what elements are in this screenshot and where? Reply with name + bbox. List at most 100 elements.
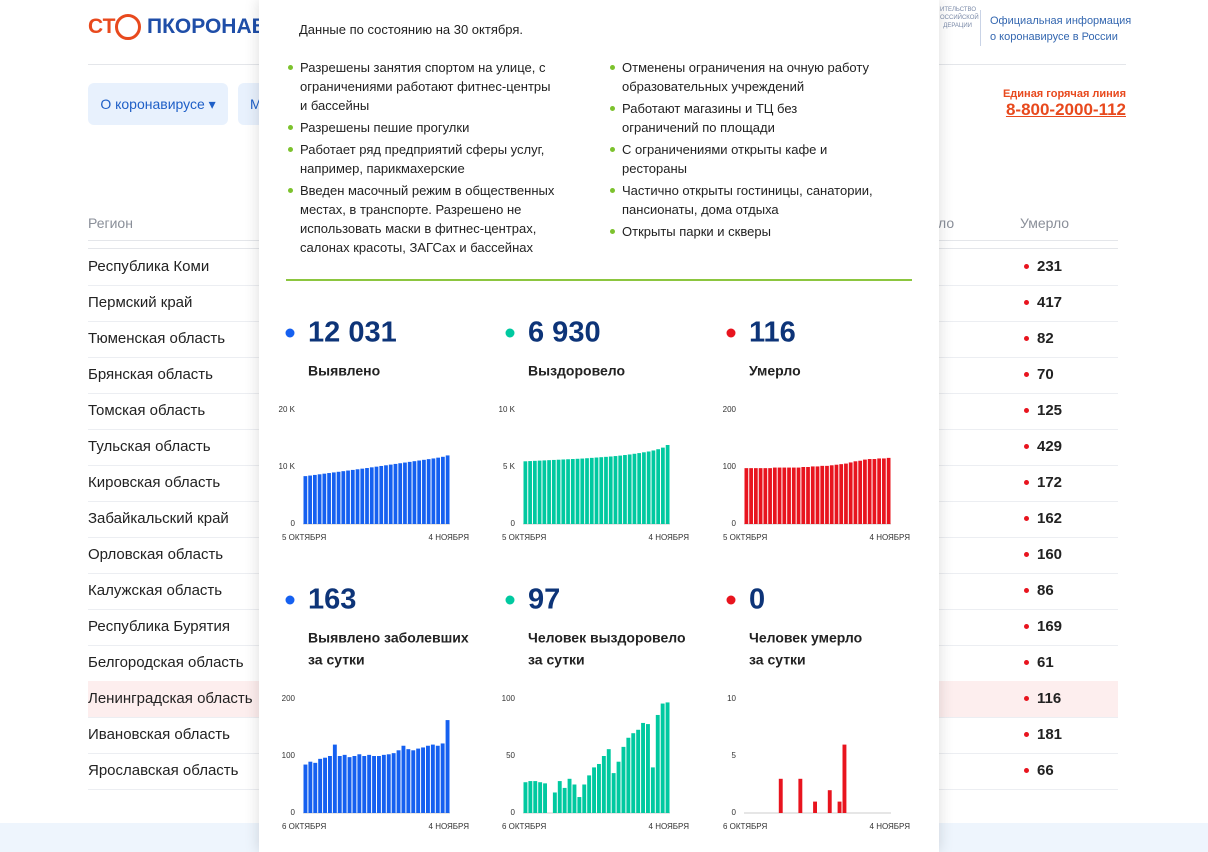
y-tick-label: 10 K <box>279 462 296 471</box>
hotline-label: Единая горячая линия <box>1002 88 1126 100</box>
bar <box>820 465 825 524</box>
bar <box>813 801 817 813</box>
bar <box>441 456 445 524</box>
bar <box>665 444 670 524</box>
bar <box>882 458 886 524</box>
bar <box>608 456 613 524</box>
region-name: Кировская область <box>88 474 221 491</box>
chart-title: Выздоровело <box>528 363 625 379</box>
bar <box>336 471 341 524</box>
chart-title: Человек выздоровело <box>528 630 686 646</box>
bar <box>367 754 372 813</box>
dot <box>285 595 295 605</box>
bar <box>445 455 450 524</box>
bar <box>782 467 787 524</box>
bar <box>312 474 317 524</box>
list-item: С ограничениями открыты кафе и рестораны <box>609 140 877 178</box>
y-tick-label: 200 <box>723 405 737 414</box>
bar <box>592 767 596 813</box>
deaths: 169 <box>1037 618 1063 635</box>
bar <box>362 756 367 813</box>
nav-button[interactable]: О коронавирусе ▾ <box>88 83 228 125</box>
bar <box>331 472 336 524</box>
bar <box>877 458 882 524</box>
bar <box>381 754 386 813</box>
bar <box>417 460 422 524</box>
bar <box>322 473 327 524</box>
bar <box>393 463 398 524</box>
bar <box>655 714 660 813</box>
bar <box>651 450 656 524</box>
deaths: 181 <box>1037 726 1063 743</box>
bar <box>566 459 570 524</box>
bar <box>323 757 327 813</box>
red-dot <box>1024 372 1029 377</box>
bar <box>431 458 436 524</box>
bar <box>572 784 577 813</box>
headline: 6 930 <box>528 317 601 349</box>
chart-title: за сутки <box>528 652 585 668</box>
x-tick-label: 4 НОЯБРЯ <box>870 533 911 542</box>
bar <box>308 475 312 524</box>
headline: 0 <box>749 584 765 616</box>
x-tick-label: 4 НОЯБРЯ <box>429 533 470 542</box>
x-tick-label: 6 ОКТЯБРЯ <box>282 822 326 831</box>
region-name: Ярославская область <box>88 762 239 779</box>
chart-title: Выявлено заболевших <box>308 630 469 646</box>
bar <box>834 464 839 524</box>
bar <box>350 469 355 524</box>
bar <box>580 458 585 524</box>
bar <box>365 468 369 524</box>
y-tick-label: 0 <box>291 808 296 817</box>
deaths: 82 <box>1037 330 1054 347</box>
right-list: Отменены ограничения на очную работу обр… <box>609 58 877 244</box>
bar <box>763 468 768 524</box>
bar <box>646 724 650 813</box>
bar <box>618 455 623 524</box>
region-name: Орловская область <box>88 546 224 563</box>
bar <box>582 784 587 813</box>
region-name: Забайкальский край <box>88 510 229 527</box>
bar <box>611 773 616 813</box>
region-name: Томская область <box>88 402 206 419</box>
bar <box>604 456 608 524</box>
bar <box>839 464 844 524</box>
bar <box>801 467 806 524</box>
bar <box>303 764 308 813</box>
bar <box>436 457 441 524</box>
bar <box>332 744 337 813</box>
bar <box>318 758 323 813</box>
y-tick-label: 100 <box>282 751 296 760</box>
bar <box>416 748 421 813</box>
x-tick-label: 4 НОЯБРЯ <box>649 822 690 831</box>
bar <box>360 468 365 524</box>
y-tick-label: 20 K <box>279 405 296 414</box>
bar <box>587 775 592 813</box>
y-tick-label: 0 <box>291 519 296 528</box>
bar <box>556 459 561 524</box>
chart-title: Выявлено <box>308 363 380 379</box>
chart-title: Человек умерло <box>749 630 862 646</box>
red-dot <box>1024 624 1029 629</box>
logo-virus <box>115 14 141 40</box>
headline: 97 <box>528 584 560 616</box>
chart-title: за сутки <box>749 652 806 668</box>
headline: 116 <box>749 317 796 349</box>
bar <box>642 452 646 524</box>
bar <box>552 792 557 813</box>
bar <box>542 460 547 524</box>
red-dot <box>1024 408 1029 413</box>
deaths: 162 <box>1037 510 1063 527</box>
bar <box>872 459 877 524</box>
hotline-phone[interactable]: 8-800-2000-112 <box>1005 100 1126 119</box>
bar <box>867 459 872 524</box>
red-dot <box>1024 768 1029 773</box>
list-item: Разрешены пешие прогулки <box>287 118 555 137</box>
bar <box>567 778 572 813</box>
bar <box>538 782 543 813</box>
bar <box>844 463 848 524</box>
deaths: 417 <box>1037 294 1063 311</box>
dot <box>726 595 736 605</box>
bar <box>403 462 407 524</box>
